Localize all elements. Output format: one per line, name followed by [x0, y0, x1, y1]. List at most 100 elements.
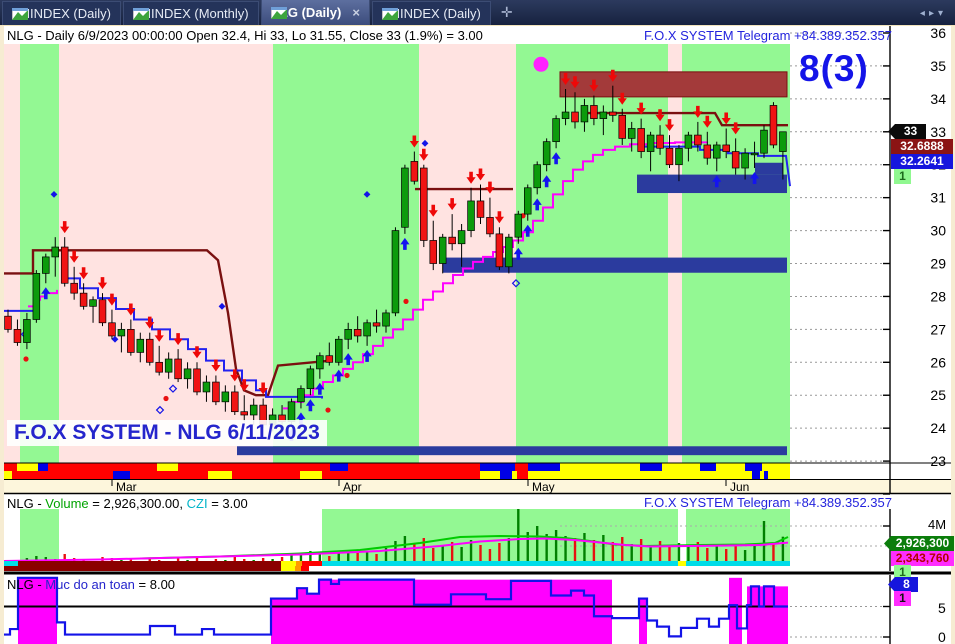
candle [382, 312, 390, 327]
candle [335, 338, 343, 363]
chart-icon [381, 7, 398, 20]
candle [741, 152, 749, 169]
volume-pane-layer [0, 509, 955, 575]
candle [627, 128, 636, 139]
volume-axis-max-label: 4M [928, 517, 947, 532]
candle [240, 411, 249, 416]
safety-title-value: = 8.00 [134, 577, 176, 592]
sell-arrow-icon [192, 346, 202, 359]
price-tick-label: 28 [930, 288, 946, 304]
tab-vnindex-daily-2[interactable]: VNINDEX (Daily) [371, 1, 491, 25]
candle [523, 187, 532, 215]
tab-vnindex-daily-1[interactable]: VNINDEX (Daily) [2, 1, 121, 25]
sell-arrow-icon [560, 72, 571, 85]
candle [164, 358, 173, 373]
candle [779, 131, 787, 152]
sell-arrow-icon [447, 198, 457, 211]
tab-scroll-right-icon[interactable]: ▸ [928, 8, 938, 19]
tab-vnindex-monthly[interactable]: VNINDEX (Monthly) [122, 1, 259, 25]
candle [694, 134, 702, 146]
buy-arrow-icon [712, 175, 722, 188]
sell-arrow-icon [230, 369, 240, 382]
candle [590, 105, 598, 119]
candle [599, 111, 608, 119]
candle [212, 381, 220, 403]
candle [363, 322, 371, 337]
volume-title-symbol: NLG - [7, 496, 46, 511]
buy-arrow-icon [513, 247, 523, 260]
candle [325, 355, 334, 363]
sell-arrow-icon [475, 168, 486, 181]
volume-title-name: Volume [45, 496, 89, 511]
sell-arrow-icon [419, 148, 429, 161]
candle [79, 292, 88, 307]
sell-arrow-icon [409, 135, 419, 148]
candle [561, 111, 570, 119]
candle [183, 368, 192, 380]
sell-arrow-icon [721, 112, 731, 125]
sell-arrow-icon [239, 379, 249, 392]
price-tick-label: 26 [930, 354, 946, 370]
tab-nlg-daily[interactable]: NLG (Daily) × [260, 0, 370, 25]
safety-marker-signal: 1 [894, 591, 911, 606]
sell-arrow-icon [154, 329, 164, 342]
candle [750, 152, 759, 156]
candle [731, 151, 740, 169]
buy-arrow-icon [343, 353, 353, 366]
candle [495, 233, 504, 268]
sell-arrow-icon [617, 92, 627, 105]
candle [703, 144, 712, 159]
candle [760, 129, 768, 154]
sell-arrow-icon [589, 79, 599, 92]
tab-scroll-left-icon[interactable]: ◂ [919, 8, 929, 19]
sell-arrow-icon [702, 115, 712, 128]
tab-bar: VNINDEX (Daily) VNINDEX (Monthly) NLG (D… [0, 0, 955, 26]
tab-nav-buttons: ◂▸▾ [920, 8, 947, 19]
blue-zone [443, 257, 787, 273]
price-tick-label: 24 [930, 420, 946, 436]
candle [722, 144, 730, 152]
sell-arrow-icon [428, 204, 438, 217]
candle [231, 391, 239, 413]
price-tick-label: 25 [930, 387, 946, 403]
chart-icon [132, 7, 149, 20]
candle [401, 167, 409, 228]
candle [70, 282, 78, 294]
sell-arrow-icon [126, 303, 136, 316]
volume-title-czi: CZI [186, 496, 208, 511]
buy-arrow-icon [305, 399, 315, 412]
magenta-signal-dot [533, 56, 549, 72]
main-chart-title: NLG - Daily 6/9/2023 00:00:00 Open 32.4,… [7, 28, 483, 43]
candle [23, 319, 31, 343]
sell-arrow-icon [258, 382, 268, 395]
red-zone [559, 71, 788, 98]
safety-title-symbol: NLG - [7, 577, 46, 592]
candle [42, 256, 50, 274]
window-border-right [951, 26, 955, 644]
candle [457, 230, 466, 245]
price-tick-label: 31 [930, 190, 946, 206]
candle [98, 299, 107, 324]
volume-marker-ma: 2,343,760 [891, 551, 954, 566]
month-label: May [532, 480, 555, 494]
volume-title-czi-value: = 3.00 [207, 496, 248, 511]
candles-layer [4, 85, 787, 432]
sell-arrow-icon [494, 211, 504, 224]
volume-marker-signal: 1 [894, 565, 911, 580]
price-marker-last: 33 [888, 124, 926, 139]
tab-list-dropdown-icon[interactable]: ▾ [937, 8, 947, 19]
blue-zone [755, 162, 783, 175]
sell-arrow-icon [69, 250, 79, 263]
buy-arrow-icon [542, 175, 552, 188]
blue-zone [637, 174, 787, 194]
sell-arrow-icon [97, 277, 108, 290]
price-marker-signal: 1 [894, 169, 911, 184]
candle [665, 147, 674, 166]
candle [193, 368, 201, 393]
tab-close-icon[interactable]: × [352, 5, 360, 20]
candle [429, 240, 438, 264]
candle [505, 236, 513, 268]
candle [646, 134, 655, 152]
move-tab-icon[interactable]: ✛ [500, 4, 513, 20]
